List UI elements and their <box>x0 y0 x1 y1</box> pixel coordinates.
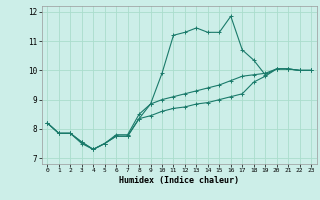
X-axis label: Humidex (Indice chaleur): Humidex (Indice chaleur) <box>119 176 239 185</box>
